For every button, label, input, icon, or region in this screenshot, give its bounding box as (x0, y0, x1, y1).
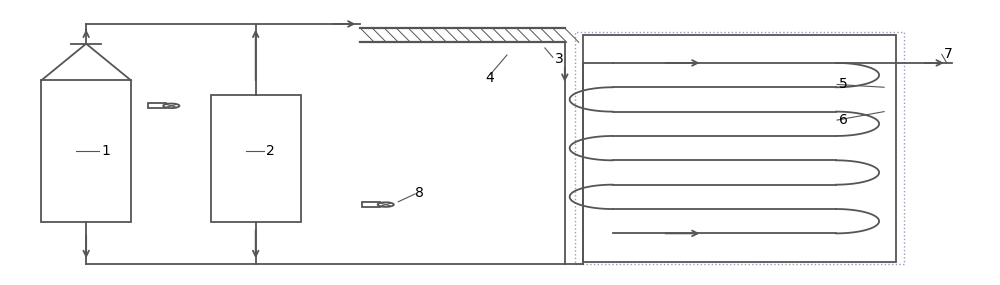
Bar (211, 95, 301, 221)
Text: 3: 3 (555, 52, 564, 66)
Text: 7: 7 (944, 47, 953, 62)
Text: 5: 5 (839, 78, 848, 91)
Text: 6: 6 (839, 113, 848, 127)
Circle shape (163, 103, 179, 108)
Bar (41, 80, 131, 221)
Circle shape (378, 202, 394, 207)
Text: 1: 1 (101, 144, 110, 158)
Text: 2: 2 (266, 144, 274, 158)
Bar (583, 35, 896, 262)
Bar (575, 32, 904, 264)
Bar (362, 202, 380, 207)
Text: 8: 8 (415, 186, 424, 200)
Text: 4: 4 (485, 71, 494, 85)
Bar (148, 103, 166, 108)
